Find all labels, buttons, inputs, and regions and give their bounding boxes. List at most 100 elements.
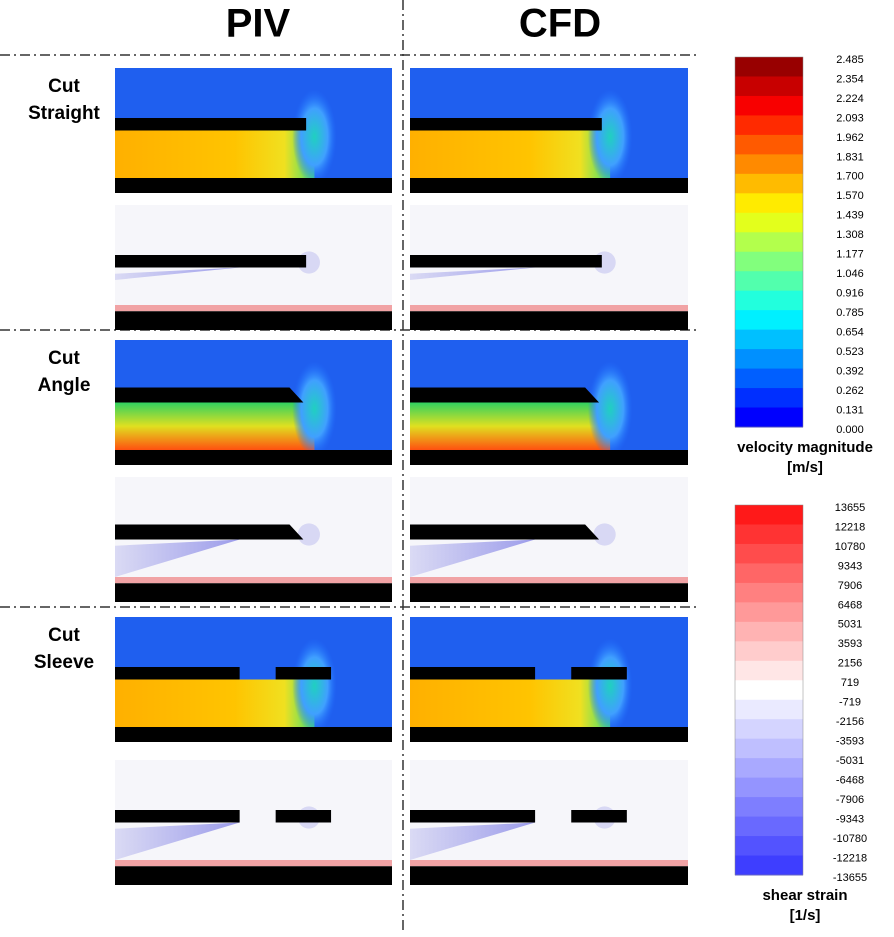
- colorbar-label: 12218: [835, 521, 866, 533]
- row-label: Straight: [28, 103, 100, 124]
- row-label: Cut: [48, 348, 80, 369]
- colorbar-band: [735, 641, 803, 662]
- plate: [115, 524, 304, 540]
- colorbar-label: -719: [839, 697, 861, 709]
- colorbar-band: [735, 76, 803, 97]
- colorbar-band: [735, 699, 803, 720]
- vortex: [587, 361, 633, 457]
- sleeve: [571, 667, 627, 680]
- floor: [115, 311, 392, 330]
- vortex: [292, 361, 337, 457]
- plate: [115, 118, 307, 131]
- shear-layer: [115, 267, 240, 280]
- plate: [115, 387, 304, 403]
- column-header: CFD: [519, 2, 601, 46]
- colorbar-band: [735, 232, 803, 253]
- floor: [115, 583, 392, 602]
- floor: [115, 727, 392, 742]
- colorbar-label: 10780: [835, 541, 866, 553]
- floor: [410, 311, 688, 330]
- colorbar-label: 2.354: [836, 73, 864, 85]
- colorbar-band: [735, 212, 803, 233]
- colorbar-label: 1.831: [836, 151, 864, 163]
- colorbar-band: [735, 758, 803, 779]
- colorbar-band: [735, 95, 803, 116]
- colorbar-label: 2.093: [836, 112, 864, 124]
- vortex: [587, 89, 633, 185]
- flow-region: [115, 402, 315, 450]
- colorbar-label: 0.785: [836, 307, 864, 319]
- shear-layer: [410, 539, 536, 577]
- vortex: [292, 638, 337, 734]
- colorbar-label: 719: [841, 677, 859, 689]
- colorbar-band: [735, 836, 803, 857]
- floor: [410, 583, 688, 602]
- flow-region: [410, 679, 611, 727]
- colorbar-label: 0.131: [836, 404, 864, 416]
- colorbar-label: 0.262: [836, 385, 864, 397]
- colorbar-label: 1.308: [836, 229, 864, 241]
- colorbar-band: [735, 310, 803, 331]
- colorbar-label: 9343: [838, 560, 862, 572]
- colorbar-band: [735, 290, 803, 311]
- floor: [410, 450, 688, 465]
- colorbar-band: [735, 777, 803, 798]
- colorbar-band: [735, 602, 803, 623]
- row-label: Cut: [48, 625, 80, 646]
- colorbar-label: 1.700: [836, 171, 864, 183]
- colorbar-band: [735, 407, 803, 428]
- vortex: [292, 89, 337, 185]
- flow-region: [410, 402, 611, 450]
- tip-vortex: [593, 523, 616, 546]
- sleeve: [275, 667, 332, 680]
- colorbar-label: 0.654: [836, 327, 864, 339]
- floor: [410, 866, 688, 885]
- floor: [410, 178, 688, 193]
- colorbar-band: [735, 543, 803, 564]
- colorbar-label: -10780: [833, 833, 867, 845]
- colorbar-band: [735, 388, 803, 409]
- colorbar-band: [735, 660, 803, 681]
- colorbar-label: 1.570: [836, 190, 864, 202]
- wall-shear: [410, 577, 688, 584]
- vortex: [587, 638, 633, 734]
- plate: [410, 667, 536, 680]
- colorbar-band: [735, 329, 803, 350]
- colorbar-unit: [1/s]: [790, 907, 821, 924]
- colorbar-band: [735, 154, 803, 175]
- wall-shear: [115, 305, 392, 312]
- colorbar-band: [735, 621, 803, 642]
- colorbar-band: [735, 816, 803, 837]
- colorbar-label: -5031: [836, 755, 864, 767]
- wall-shear: [115, 860, 392, 867]
- colorbar-label: 5031: [838, 619, 862, 631]
- column-header: PIV: [226, 2, 291, 46]
- row-label: Sleeve: [34, 652, 94, 673]
- colorbar-label: 1.177: [836, 249, 864, 261]
- colorbar-label: 0.916: [836, 288, 864, 300]
- colorbar-label: -2156: [836, 716, 864, 728]
- shear-layer: [410, 267, 536, 280]
- plate: [115, 255, 307, 268]
- floor: [115, 866, 392, 885]
- colorbar-band: [735, 57, 803, 77]
- colorbar-label: 2.485: [836, 54, 864, 66]
- colorbar-band: [735, 271, 803, 292]
- colorbar-band: [735, 524, 803, 545]
- tip-vortex: [297, 523, 320, 546]
- colorbar-unit: [m/s]: [787, 459, 823, 476]
- colorbar-band: [735, 582, 803, 603]
- colorbar-label: 0.000: [836, 424, 864, 436]
- flow-region: [410, 130, 611, 178]
- colorbar-band: [735, 563, 803, 584]
- colorbar-label: -6468: [836, 775, 864, 787]
- colorbar-label: 2.224: [836, 93, 864, 105]
- colorbar-band: [735, 173, 803, 194]
- colorbar-band: [735, 855, 803, 876]
- floor: [410, 727, 688, 742]
- colorbar-label: -3593: [836, 736, 864, 748]
- colorbar-label: 7906: [838, 580, 862, 592]
- colorbar-band: [735, 738, 803, 759]
- colorbar-label: -12218: [833, 852, 867, 864]
